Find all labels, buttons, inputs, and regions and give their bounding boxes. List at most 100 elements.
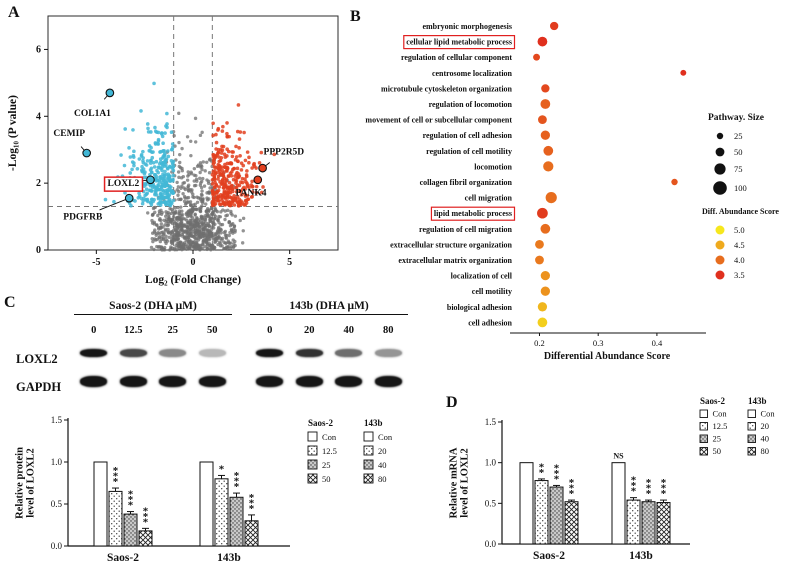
color-legend-dot bbox=[715, 255, 725, 265]
down-point bbox=[153, 125, 157, 130]
ns-point bbox=[161, 225, 165, 229]
sig-star: * bbox=[234, 476, 240, 488]
up-point bbox=[227, 134, 231, 139]
ns-point bbox=[193, 234, 197, 238]
legend-label: Con bbox=[761, 409, 776, 419]
size-legend-dot bbox=[713, 181, 727, 195]
legend-label: 40 bbox=[761, 434, 770, 444]
legend-swatch bbox=[699, 422, 708, 431]
up-point bbox=[212, 202, 217, 207]
legend-swatch bbox=[363, 473, 374, 484]
ns-point bbox=[198, 170, 202, 175]
sig-star: * bbox=[219, 463, 225, 475]
up-point bbox=[228, 171, 233, 176]
up-point bbox=[221, 171, 226, 176]
bar-saos-2-25 bbox=[549, 486, 564, 545]
down-point bbox=[152, 197, 156, 202]
ns-point bbox=[162, 218, 166, 222]
ns-point bbox=[222, 230, 226, 235]
up-point bbox=[225, 190, 229, 194]
up-point bbox=[245, 184, 250, 189]
sig-star: * bbox=[143, 511, 149, 523]
y-tick-label: 1.0 bbox=[51, 457, 63, 467]
up-point bbox=[213, 171, 218, 175]
sig-star: * bbox=[661, 488, 667, 500]
bar-143b-con bbox=[611, 462, 626, 545]
down-point bbox=[144, 182, 148, 187]
ns-point bbox=[192, 173, 196, 177]
ns-point bbox=[187, 227, 191, 232]
ns-point bbox=[183, 224, 187, 229]
go-dot bbox=[540, 270, 550, 281]
up-point bbox=[226, 174, 231, 178]
ns-point bbox=[205, 191, 209, 195]
down-point bbox=[163, 151, 167, 156]
ns-point bbox=[186, 184, 190, 189]
ns-point bbox=[158, 239, 163, 244]
ns-point bbox=[200, 201, 205, 205]
ns-point bbox=[174, 223, 178, 228]
gapdh-band-cell bbox=[74, 374, 114, 388]
go-dot bbox=[537, 302, 548, 312]
up-point bbox=[234, 155, 239, 159]
go-term-highlight-box bbox=[403, 34, 516, 50]
down-point bbox=[149, 202, 154, 207]
ns-point bbox=[219, 210, 223, 214]
ns-point bbox=[168, 217, 172, 222]
ns-point bbox=[195, 179, 199, 183]
sig-star: * bbox=[631, 486, 637, 498]
ns-point bbox=[226, 208, 230, 213]
legend-label: 12.5 bbox=[322, 446, 337, 456]
up-point bbox=[234, 186, 239, 190]
ns-point bbox=[176, 193, 180, 197]
down-point bbox=[166, 149, 170, 153]
down-point bbox=[119, 153, 123, 157]
ns-point bbox=[177, 197, 181, 202]
size-legend-dot bbox=[714, 163, 726, 175]
up-point bbox=[235, 129, 240, 134]
ns-point bbox=[185, 237, 190, 242]
bar-saos-2-50 bbox=[138, 530, 153, 547]
up-point bbox=[254, 166, 258, 170]
up-point bbox=[221, 144, 226, 149]
ns-point bbox=[181, 174, 185, 179]
size-legend-dot bbox=[715, 147, 725, 157]
ns-point bbox=[185, 135, 190, 139]
down-point bbox=[140, 201, 145, 206]
gene-point-pdgfrb bbox=[124, 193, 134, 203]
up-point bbox=[235, 159, 240, 163]
legend-label: 40 bbox=[378, 460, 387, 470]
down-point bbox=[171, 178, 175, 183]
gapdh-band-cell bbox=[153, 374, 193, 388]
down-point bbox=[164, 202, 168, 207]
legend-swatch bbox=[307, 473, 318, 484]
down-point bbox=[130, 167, 134, 172]
sig-star: * bbox=[234, 481, 240, 493]
go-dot bbox=[540, 99, 551, 109]
down-point bbox=[151, 160, 156, 165]
up-point bbox=[249, 195, 254, 199]
go-dot bbox=[537, 36, 548, 47]
x-tick-label: 0.3 bbox=[593, 338, 604, 348]
ns-point bbox=[162, 245, 167, 250]
blot-group-title: 143b (DHA μM) bbox=[250, 300, 408, 315]
legend-label: 20 bbox=[378, 446, 387, 456]
ns-point bbox=[189, 202, 193, 207]
ns-point bbox=[152, 230, 157, 234]
gene-label-col1a1: COL1A1 bbox=[74, 109, 111, 119]
sig-star: * bbox=[569, 488, 575, 500]
blot-dose-row: 0 20 40 80 bbox=[250, 325, 408, 336]
go-dot bbox=[538, 115, 547, 124]
ns-point bbox=[166, 227, 170, 232]
up-point bbox=[238, 153, 242, 158]
ns-point bbox=[171, 214, 176, 219]
group-label-saos-2: Saos-2 bbox=[107, 552, 139, 564]
up-point bbox=[232, 193, 236, 198]
ns-point bbox=[188, 218, 193, 222]
gene-label-ppp2r5d: PPP2R5D bbox=[264, 147, 305, 157]
x-tick-label: -5 bbox=[92, 257, 100, 268]
legend-group-title: Saos-2 bbox=[308, 418, 334, 428]
down-point bbox=[167, 199, 171, 203]
x-tick-label: 5 bbox=[287, 257, 292, 268]
ns-point bbox=[169, 233, 174, 237]
